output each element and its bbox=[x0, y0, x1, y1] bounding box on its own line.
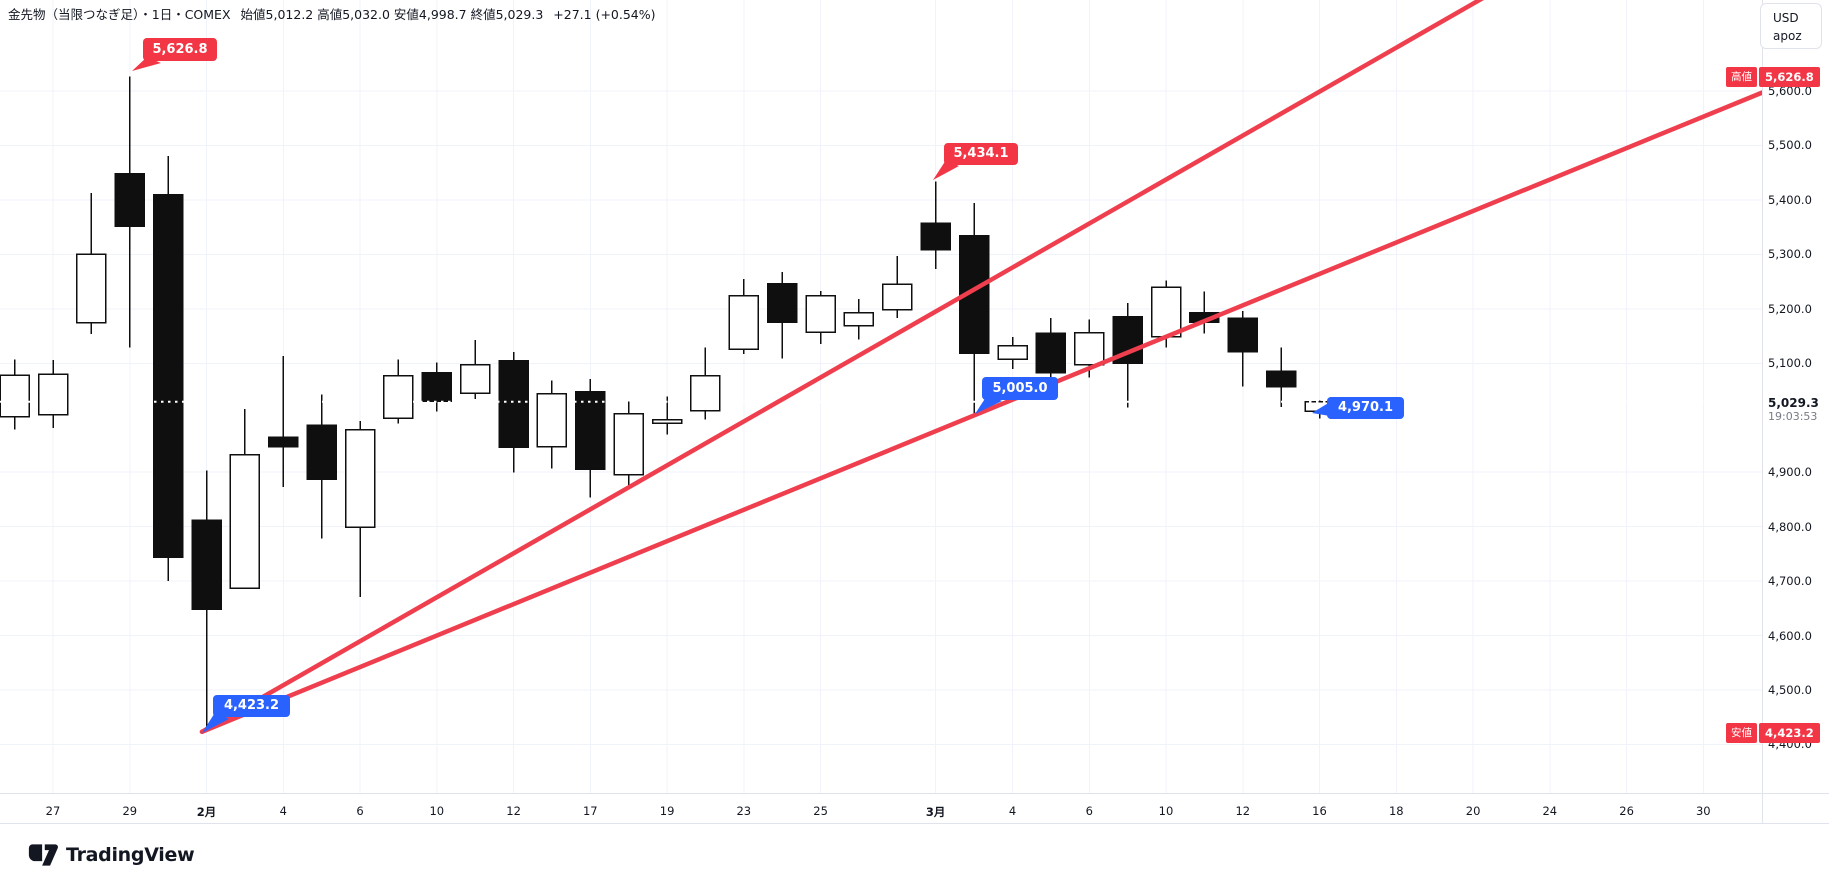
price-tick-label: 4,700.0 bbox=[1768, 574, 1812, 589]
axis-unit-selector[interactable]: USD apoz bbox=[1760, 3, 1822, 49]
time-tick-label: 3月 bbox=[925, 805, 946, 819]
candle-body[interactable] bbox=[1035, 332, 1067, 374]
time-tick-label: 29 bbox=[122, 804, 138, 818]
time-tick-label: 2月 bbox=[196, 805, 217, 819]
candle-body[interactable] bbox=[306, 424, 337, 480]
low-badge-value: 4,423.2 bbox=[1759, 723, 1820, 743]
callout-tail bbox=[1312, 402, 1330, 416]
candle-body[interactable] bbox=[728, 294, 760, 350]
candle-body[interactable] bbox=[805, 294, 836, 333]
time-tick-label: 19 bbox=[659, 804, 675, 818]
low-badge-label: 安値 bbox=[1726, 723, 1757, 743]
time-tick-label: 12 bbox=[1235, 804, 1251, 818]
time-tick-label: 30 bbox=[1695, 804, 1711, 818]
price-tick-label: 4,600.0 bbox=[1768, 628, 1812, 643]
price-chart-plot[interactable] bbox=[0, 0, 1762, 793]
time-tick-label: 16 bbox=[1312, 804, 1327, 818]
price-tick-label: 5,400.0 bbox=[1768, 192, 1812, 207]
price-tick-label: 4,500.0 bbox=[1768, 682, 1812, 697]
candle-body[interactable] bbox=[0, 374, 30, 418]
high-price-axis-badge: 高値 5,626.8 bbox=[1726, 67, 1820, 87]
candle-body[interactable] bbox=[191, 519, 222, 611]
high-badge-label: 高値 bbox=[1726, 67, 1757, 87]
change-value: +27.1 (+0.54%) bbox=[553, 7, 656, 22]
candle-body[interactable] bbox=[114, 173, 146, 227]
candle-body[interactable] bbox=[1265, 370, 1297, 388]
tradingview-logo-text: TradingView bbox=[66, 844, 195, 866]
candle-body[interactable] bbox=[152, 194, 184, 558]
time-axis-bottom-border bbox=[0, 823, 1829, 824]
time-tick-label: 24 bbox=[1542, 804, 1558, 818]
time-tick-label: 25 bbox=[813, 804, 828, 818]
candle-body[interactable] bbox=[766, 283, 798, 324]
candle-body[interactable] bbox=[268, 436, 299, 448]
trend-line[interactable] bbox=[199, 90, 1762, 735]
price-tick-label: 5,600.0 bbox=[1768, 84, 1812, 98]
time-tick-label: 27 bbox=[45, 804, 61, 818]
time-tick-label: 12 bbox=[506, 804, 521, 818]
candle-body[interactable] bbox=[575, 390, 606, 471]
candle-body[interactable] bbox=[498, 359, 529, 448]
time-tick-label: 20 bbox=[1465, 804, 1481, 818]
price-tick-label: 5,300.0 bbox=[1768, 247, 1812, 262]
candle-body[interactable] bbox=[690, 375, 721, 412]
time-tick-label: 23 bbox=[736, 804, 752, 818]
time-tick-label: 6 bbox=[1085, 804, 1093, 818]
price-callout-label[interactable]: 5,005.0 bbox=[982, 377, 1058, 400]
candle-body[interactable] bbox=[76, 253, 107, 324]
candle-body[interactable] bbox=[1150, 286, 1182, 338]
chart-legend[interactable]: 金先物（当限つなぎ足）・1日・COMEX 始値5,012.2 高値5,032.0 … bbox=[8, 4, 666, 23]
time-axis-top-border bbox=[0, 793, 1829, 794]
current-price-axis-label: 5,029.3 bbox=[1768, 396, 1819, 410]
tradingview-logo[interactable]: TradingView bbox=[28, 843, 195, 867]
time-tick-label: 10 bbox=[429, 804, 445, 818]
candle-body[interactable] bbox=[997, 345, 1028, 361]
candle-body[interactable] bbox=[459, 364, 491, 394]
candle-body[interactable] bbox=[882, 283, 913, 311]
candle-body[interactable] bbox=[37, 373, 69, 416]
price-callout-label[interactable]: 5,626.8 bbox=[143, 38, 217, 61]
price-callout-label[interactable]: 5,434.1 bbox=[944, 143, 1018, 165]
price-tick-label: 4,800.0 bbox=[1768, 519, 1812, 534]
price-tick-label: 5,100.0 bbox=[1768, 356, 1812, 371]
time-tick-label: 18 bbox=[1388, 804, 1404, 818]
bar-countdown-timer: 19:03:53 bbox=[1768, 410, 1818, 423]
price-axis-border bbox=[1762, 0, 1763, 823]
axis-unit-label[interactable]: apoz bbox=[1773, 29, 1802, 43]
callout-tail bbox=[933, 160, 959, 180]
time-tick-label: 4 bbox=[1008, 804, 1017, 818]
candle-body[interactable] bbox=[920, 222, 951, 251]
time-tick-label: 6 bbox=[356, 804, 364, 818]
time-tick-label: 10 bbox=[1158, 804, 1174, 818]
price-tick-label: 4,900.0 bbox=[1768, 465, 1812, 480]
price-tick-label: 5,200.0 bbox=[1768, 301, 1812, 316]
candle-body[interactable] bbox=[651, 419, 683, 424]
time-tick-label: 4 bbox=[279, 804, 287, 818]
candle-body[interactable] bbox=[421, 371, 453, 403]
candle-body[interactable] bbox=[843, 311, 875, 327]
candle-body[interactable] bbox=[1227, 317, 1259, 353]
candle-body[interactable] bbox=[1074, 332, 1105, 366]
symbol-title[interactable]: 金先物（当限つなぎ足）・1日・COMEX bbox=[8, 7, 231, 22]
high-badge-value: 5,626.8 bbox=[1759, 67, 1820, 87]
ohlc-values: 始値5,012.2 高値5,032.0 安値4,998.7 終値5,029.3 bbox=[240, 7, 544, 22]
candle-body[interactable] bbox=[613, 413, 644, 476]
candle-body[interactable] bbox=[229, 453, 261, 589]
candle-body[interactable] bbox=[344, 428, 376, 528]
time-tick-label: 17 bbox=[582, 804, 598, 818]
tradingview-logo-icon bbox=[28, 844, 58, 866]
price-callout-label[interactable]: 4,970.1 bbox=[1327, 397, 1404, 419]
time-tick-label: 26 bbox=[1619, 804, 1634, 818]
price-callout-label[interactable]: 4,423.2 bbox=[213, 695, 290, 717]
trend-line[interactable] bbox=[199, 0, 1486, 735]
price-tick-label: 5,500.0 bbox=[1768, 138, 1812, 153]
axis-currency-label[interactable]: USD bbox=[1773, 11, 1799, 25]
candle-body[interactable] bbox=[383, 375, 414, 419]
low-price-axis-badge: 安値 4,423.2 bbox=[1726, 723, 1820, 743]
